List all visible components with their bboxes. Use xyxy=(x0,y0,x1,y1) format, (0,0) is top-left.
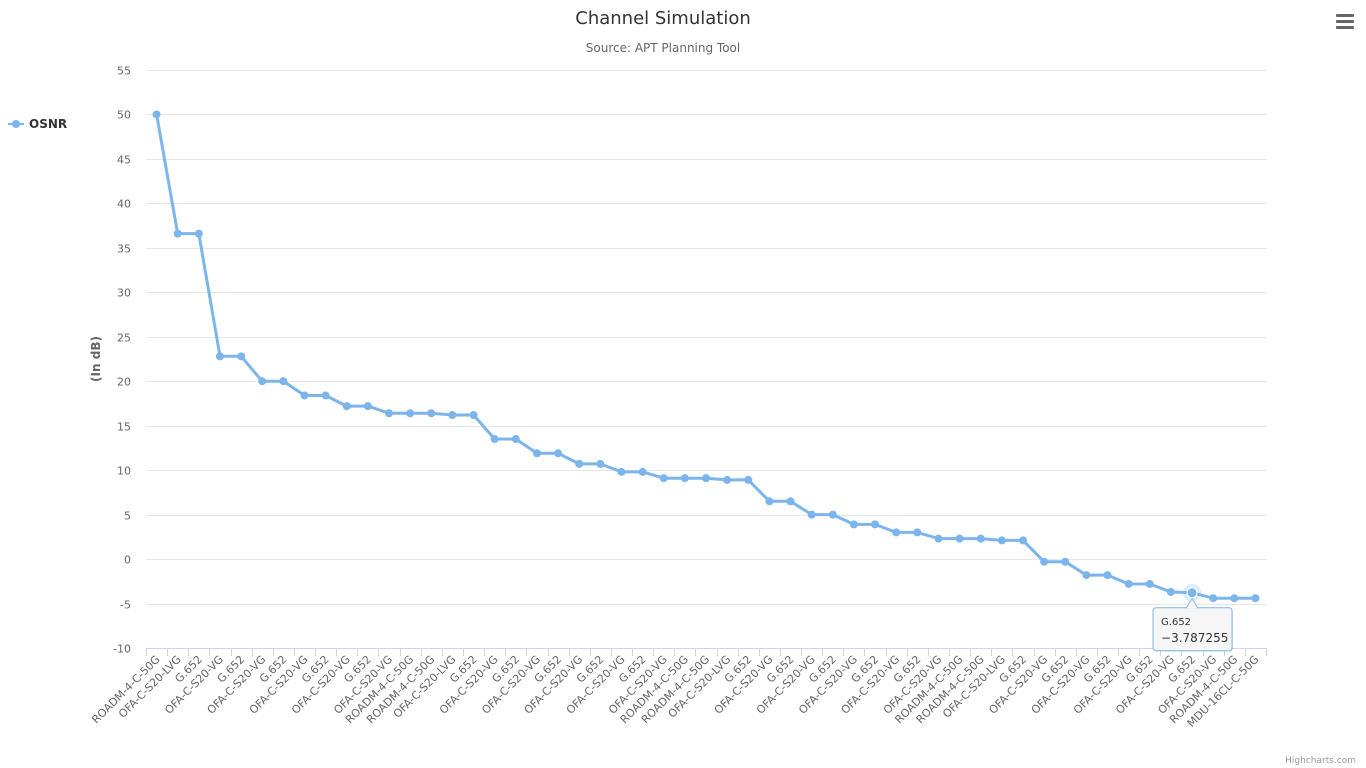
series-osnr[interactable] xyxy=(152,110,1260,603)
data-point[interactable] xyxy=(300,391,309,400)
data-point[interactable] xyxy=(532,449,541,458)
data-point[interactable] xyxy=(955,534,964,543)
data-point[interactable] xyxy=(152,110,161,119)
tooltip-pointer xyxy=(1185,597,1199,609)
data-point[interactable] xyxy=(342,402,351,411)
tooltip-value: −3.787255 xyxy=(1161,631,1228,645)
tooltip: G.652 −3.787255 xyxy=(1152,597,1234,652)
data-point[interactable] xyxy=(765,497,774,506)
data-point[interactable] xyxy=(363,402,372,411)
y-tick-label: 40 xyxy=(117,198,131,211)
data-point[interactable] xyxy=(871,520,880,529)
data-point[interactable] xyxy=(385,409,394,418)
y-tick-label: -10 xyxy=(113,643,131,656)
data-point[interactable] xyxy=(976,534,985,543)
x-axis-labels: ROADM-4-C-50GOFA-C-S20-LVGG.652OFA-C-S20… xyxy=(89,653,1261,730)
data-point[interactable] xyxy=(659,474,668,483)
series-line xyxy=(155,113,1257,600)
data-point[interactable] xyxy=(1040,557,1049,566)
data-point[interactable] xyxy=(490,435,499,444)
data-point[interactable] xyxy=(997,536,1006,545)
y-axis: -10 -5 0 5 10 15 20 25 30 35 40 45 50 55 xyxy=(113,65,131,656)
y-tick-label: 25 xyxy=(117,332,131,345)
y-tick-label: 55 xyxy=(117,65,131,78)
data-point[interactable] xyxy=(321,391,330,400)
data-point[interactable] xyxy=(913,528,922,537)
data-point[interactable] xyxy=(575,459,584,468)
data-point[interactable] xyxy=(680,474,689,483)
data-point[interactable] xyxy=(892,528,901,537)
data-point[interactable] xyxy=(427,409,436,418)
data-point[interactable] xyxy=(744,475,753,484)
tooltip-category: G.652 xyxy=(1161,617,1191,628)
data-point[interactable] xyxy=(173,229,182,238)
chart-title: Channel Simulation xyxy=(575,8,751,29)
data-point[interactable] xyxy=(849,520,858,529)
y-tick-label: 35 xyxy=(117,243,131,256)
data-point[interactable] xyxy=(1061,557,1070,566)
data-point[interactable] xyxy=(807,510,816,519)
data-point[interactable] xyxy=(934,534,943,543)
data-point[interactable] xyxy=(638,467,647,476)
data-point[interactable] xyxy=(215,352,224,361)
data-point[interactable] xyxy=(1103,571,1112,580)
x-axis xyxy=(146,648,1267,656)
data-point[interactable] xyxy=(1018,536,1027,545)
y-tick-label: 50 xyxy=(117,109,131,122)
legend-marker xyxy=(12,120,20,128)
y-tick-label: 0 xyxy=(124,554,131,567)
data-point[interactable] xyxy=(258,377,267,386)
data-point[interactable] xyxy=(1124,579,1133,588)
data-point[interactable] xyxy=(1166,587,1175,596)
y-axis-title: (In dB) xyxy=(89,336,103,382)
data-point[interactable] xyxy=(406,409,415,418)
data-point[interactable] xyxy=(1082,571,1091,580)
data-point[interactable] xyxy=(1145,579,1154,588)
data-point[interactable] xyxy=(194,229,203,238)
data-point-hover[interactable] xyxy=(1186,587,1198,599)
hamburger-menu-icon[interactable] xyxy=(1336,14,1354,29)
y-tick-label: -5 xyxy=(120,599,131,612)
data-point[interactable] xyxy=(1209,594,1218,603)
y-tick-label: 30 xyxy=(117,287,131,300)
data-point[interactable] xyxy=(511,435,520,444)
data-point[interactable] xyxy=(448,411,457,420)
data-point[interactable] xyxy=(279,377,288,386)
data-point[interactable] xyxy=(702,474,710,483)
data-point[interactable] xyxy=(617,467,626,476)
data-point[interactable] xyxy=(828,510,837,519)
y-tick-label: 20 xyxy=(117,376,131,389)
data-point[interactable] xyxy=(1230,594,1239,603)
data-point[interactable] xyxy=(1251,594,1260,603)
data-point[interactable] xyxy=(469,411,478,420)
data-point[interactable] xyxy=(723,475,732,484)
data-point[interactable] xyxy=(596,459,605,468)
credits-link[interactable]: Highcharts.com xyxy=(1285,756,1356,766)
y-tick-label: 5 xyxy=(124,510,131,523)
y-tick-label: 45 xyxy=(117,154,131,167)
data-point[interactable] xyxy=(786,497,795,506)
y-tick-label: 15 xyxy=(117,421,131,434)
legend-label: OSNR xyxy=(29,117,67,131)
y-tick-label: 10 xyxy=(117,465,131,478)
legend-item-osnr[interactable]: OSNR xyxy=(8,117,67,131)
data-point[interactable] xyxy=(554,449,563,458)
y-gridlines xyxy=(146,70,1266,649)
chart-subtitle: Source: APT Planning Tool xyxy=(586,41,740,55)
data-point[interactable] xyxy=(237,352,246,361)
